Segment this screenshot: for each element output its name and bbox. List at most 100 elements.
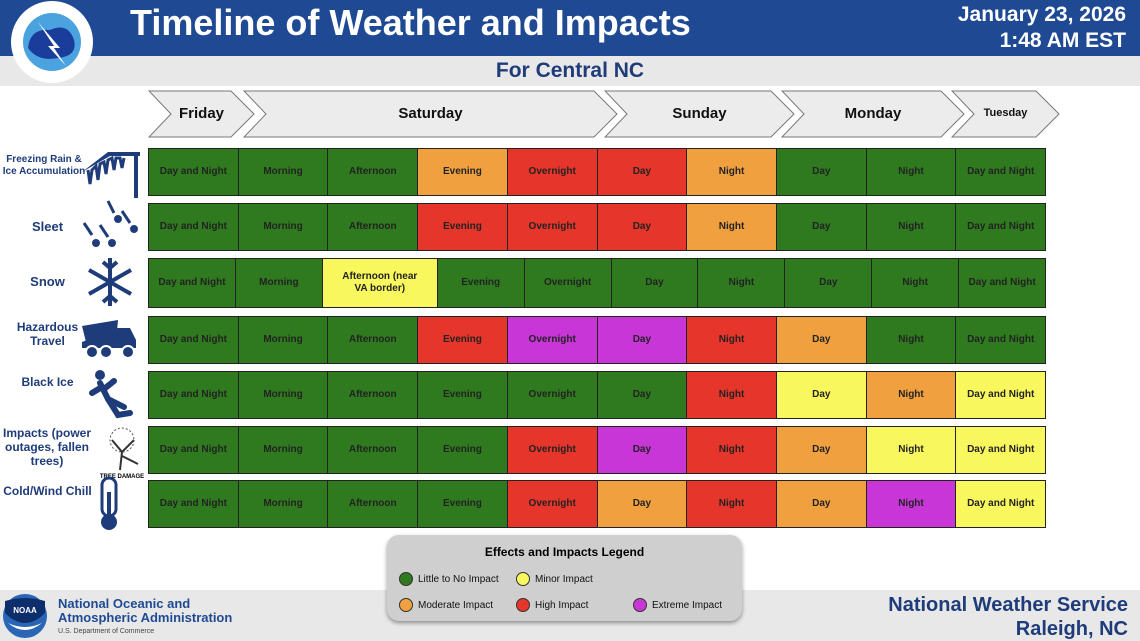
- impact-cell: Day and Night: [149, 481, 239, 527]
- impact-cell: Day and Night: [959, 259, 1046, 307]
- impact-cell: Night: [866, 427, 957, 473]
- header-bar: [0, 0, 1140, 56]
- impact-cell: Morning: [235, 259, 323, 307]
- office-line1: National Weather Service: [888, 594, 1128, 616]
- impact-cell: Day: [776, 481, 867, 527]
- impact-cell: Day and Night: [149, 427, 239, 473]
- impact-cell: Day: [776, 204, 867, 250]
- impact-cell: Night: [687, 149, 777, 195]
- tree-damage-label: TREE DAMAGE: [100, 474, 144, 480]
- impact-cell: Night: [687, 317, 777, 363]
- day-label: Tuesday: [983, 107, 1028, 119]
- impact-row: Day and Night Morning Afternoon Evening Over…: [148, 148, 1046, 196]
- impact-cell: Day: [776, 317, 867, 363]
- legend-dot-icon: [516, 572, 530, 586]
- impact-cell: Overnight: [524, 259, 612, 307]
- noaa-name-line: National Oceanic and: [58, 596, 191, 611]
- legend-title: Effects and Impacts Legend: [484, 545, 645, 559]
- impact-cell: Night: [866, 149, 957, 195]
- impact-cell: Day: [785, 259, 873, 307]
- row-label: Snow: [30, 274, 65, 289]
- impact-cell: Morning: [238, 317, 329, 363]
- impact-cell: Night: [872, 259, 960, 307]
- impact-cell: Day and Night: [149, 259, 236, 307]
- legend-dot-icon: [633, 598, 647, 612]
- impact-cell: Day: [611, 259, 699, 307]
- day-label: Friday: [178, 105, 224, 122]
- impact-cell: Day and Night: [956, 481, 1046, 527]
- icicle-icon: [78, 144, 142, 200]
- impact-cell: Night: [866, 372, 957, 418]
- day-label: Saturday: [398, 105, 463, 122]
- nws-logo-icon: [11, 1, 93, 83]
- impact-cell: Night: [698, 259, 786, 307]
- date: January 23, 2026: [957, 3, 1126, 26]
- noaa-dept: U.S. Department of Commerce: [58, 628, 155, 635]
- impact-cell: Day and Night: [149, 204, 239, 250]
- day-label: Monday: [844, 105, 902, 122]
- impact-cell: Day: [597, 372, 688, 418]
- impact-cell: Day and Night: [956, 149, 1046, 195]
- impact-cell: Day and Night: [149, 149, 239, 195]
- impact-cell: Day and Night: [149, 372, 239, 418]
- impact-cell: Overnight: [507, 372, 598, 418]
- day-header-friday: Friday: [148, 90, 255, 138]
- impact-cell: Evening: [418, 204, 508, 250]
- sleet-icon: [78, 199, 142, 255]
- impact-cell: Overnight: [507, 317, 598, 363]
- noaa-name-line: Atmospheric Administration: [58, 610, 233, 625]
- impact-cell: Morning: [238, 481, 329, 527]
- impact-cell: Day and Night: [956, 427, 1046, 473]
- legend-dot-icon: [516, 598, 530, 612]
- impact-cell: Night: [866, 204, 957, 250]
- impact-cell: Day: [597, 149, 688, 195]
- impact-cell: Overnight: [507, 481, 598, 527]
- impact-row: Day and Night Morning Afternoon Evening Over…: [148, 316, 1046, 364]
- impact-cell: Day and Night: [149, 317, 239, 363]
- time: 1:48 AM EST: [999, 29, 1126, 52]
- row-label: Sleet: [31, 219, 64, 234]
- impact-row: Day and Night Morning Afternoon Evening Over…: [148, 480, 1046, 528]
- impact-cell: Overnight: [507, 149, 598, 195]
- legend-dot-icon: [399, 598, 413, 612]
- day-header-monday: Monday: [781, 90, 965, 138]
- subtitle: For Central NC: [0, 56, 1140, 86]
- legend-item: Extreme Impact: [633, 598, 722, 612]
- noaa-name: National Oceanic and Atmospheric Administ…: [58, 597, 258, 625]
- legend-label: High Impact: [535, 599, 589, 611]
- impact-cell: Day and Night: [956, 204, 1046, 250]
- impact-cell: Evening: [437, 259, 525, 307]
- impact-cell: Afternoon: [328, 372, 419, 418]
- impact-cell: Overnight: [507, 204, 598, 250]
- impact-cell: Afternoon: [328, 481, 419, 527]
- impact-cell: Day and Night: [956, 317, 1046, 363]
- day-header-saturday: Saturday: [243, 90, 618, 138]
- impact-cell: Day: [776, 149, 867, 195]
- row-label: Freezing Rain & Ice Accumulation: [2, 154, 86, 177]
- impact-cell: Day: [597, 317, 688, 363]
- impact-cell: Afternoon: [328, 427, 419, 473]
- timestamp: January 23, 2026 1:48 AM EST: [958, 2, 1126, 54]
- impact-cell: Afternoon: [328, 317, 419, 363]
- impact-cell: Morning: [238, 204, 329, 250]
- snowflake-icon: [78, 254, 142, 310]
- impact-cell: Day: [776, 427, 867, 473]
- office-name: National Weather Service Raleigh, NC: [888, 593, 1128, 641]
- impact-cell: Afternoon: [328, 149, 419, 195]
- legend-item: High Impact: [516, 598, 588, 612]
- legend-label: Moderate Impact: [418, 599, 494, 611]
- impact-cell: Day: [597, 204, 688, 250]
- slipping-person-icon: [78, 367, 142, 423]
- impact-cell: Evening: [418, 372, 508, 418]
- legend: Effects and Impacts Legend Little to No …: [387, 535, 742, 621]
- impact-cell: Night: [687, 372, 777, 418]
- impact-row: Day and Night Morning Afternoon Evening Over…: [148, 203, 1046, 251]
- plow-truck-icon: [78, 312, 142, 368]
- noaa-logo-text: NOAA: [13, 606, 37, 615]
- row-label: Black Ice: [21, 375, 74, 389]
- impact-cell: Night: [687, 204, 777, 250]
- impact-cell: Night: [866, 317, 957, 363]
- impact-cell: Evening: [418, 427, 508, 473]
- office-line2: Raleigh, NC: [1015, 618, 1128, 640]
- impact-row: Day and Night Morning Afternoon Evening Over…: [148, 426, 1046, 474]
